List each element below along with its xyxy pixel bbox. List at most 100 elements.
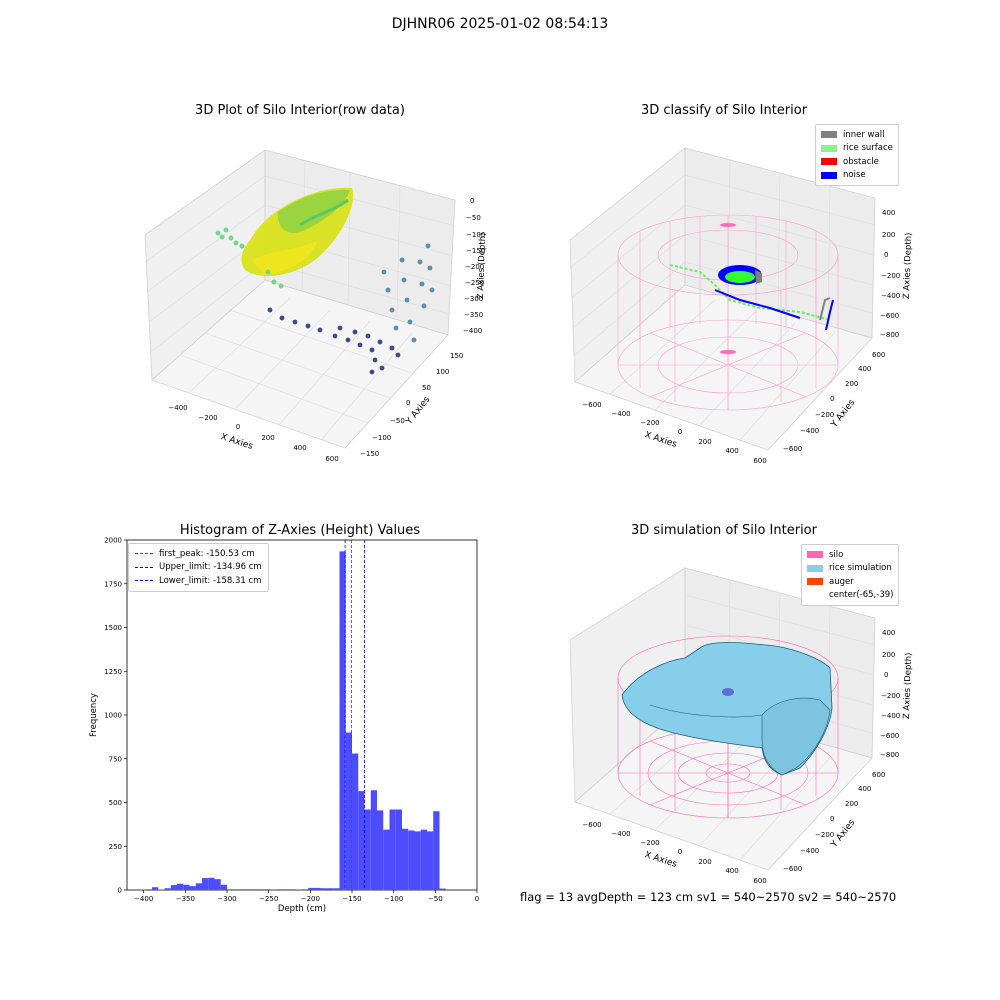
sim-z-axis: 400 200 0 −200 −400 −600 −800 Z Axies (D…	[880, 629, 914, 759]
raw-ztick-4: −150	[466, 247, 485, 255]
histogram-bar	[395, 809, 402, 890]
stats-text: flag = 13 avgDepth = 123 cm sv1 = 540~25…	[520, 890, 897, 904]
histogram-bar	[195, 883, 202, 890]
raw-ytick-2: −100	[372, 434, 391, 442]
x-tick-label: −50	[428, 895, 443, 903]
legend-item-obstacle: obstacle	[821, 155, 893, 169]
histogram-bar	[414, 831, 421, 890]
x-tick-label: −300	[217, 895, 236, 903]
histogram-bar	[327, 888, 334, 890]
y-tick-label: 0	[118, 887, 122, 895]
x-tick-label: −400	[134, 895, 153, 903]
sim-ytick-3: −200	[815, 831, 834, 839]
swatch-center	[807, 592, 823, 599]
sim-ytick-2: −400	[800, 847, 819, 855]
raw-ztick-2: −50	[466, 214, 481, 222]
classify-ytick-6: 400	[858, 365, 871, 373]
x-tick-label: −350	[176, 895, 195, 903]
legend-item-noise: noise	[821, 169, 893, 183]
legend-item-upper-limit: Upper_limit: -134.96 cm	[135, 561, 262, 575]
raw-3d-plot: −400 −200 0 200 400 600 X Axies −150 −10…	[144, 149, 488, 463]
sim-xtick-5: 200	[698, 858, 711, 866]
histogram-bar	[302, 889, 309, 890]
x-tick-label: −100	[384, 895, 403, 903]
raw-xtick-5: 400	[293, 444, 306, 452]
sim-rice-surface	[621, 642, 833, 776]
raw-z-axis: 0 −50 −100 −150 −200 −250 −300 −350 −400…	[463, 197, 488, 335]
legend-item-inner-wall: inner wall	[821, 128, 893, 142]
classify-points	[669, 264, 834, 331]
raw-left-wall-points	[215, 227, 284, 289]
histogram-bar	[308, 887, 315, 890]
y-tick-label: 250	[109, 843, 122, 851]
swatch-rice-simulation	[807, 564, 823, 572]
y-tick-label: 750	[109, 755, 122, 763]
raw-ytick-1: −150	[360, 450, 379, 458]
raw-xtick-6: 600	[325, 455, 338, 463]
raw-ztick-8: −350	[464, 311, 483, 319]
histogram-bar	[345, 732, 352, 890]
classify-z-axis: 400 200 0 −200 −400 −600 −800 Z Axies (D…	[880, 209, 914, 339]
swatch-obstacle	[821, 158, 837, 166]
histogram-bar	[408, 830, 415, 890]
classify-ytick-5: 200	[845, 380, 858, 388]
histogram-bar	[227, 889, 234, 890]
histogram-bar	[439, 888, 446, 890]
classify-ztick-6: −600	[880, 312, 899, 320]
sim-ytick-1: −600	[783, 865, 802, 873]
classify-ztick-5: −400	[881, 292, 900, 300]
histogram-bar	[183, 884, 190, 890]
raw-right-wall-points	[381, 243, 435, 343]
y-tick-label: 1250	[104, 668, 122, 676]
classify-grid	[569, 159, 876, 441]
sim-xtick-7: 600	[753, 877, 766, 885]
sim-xlabel: X Axies	[643, 850, 678, 870]
histogram-bar	[145, 889, 152, 890]
classify-ztick-4: −200	[881, 272, 900, 280]
raw-xlabel: X Axies	[219, 432, 254, 452]
classify-ztick-2: 200	[882, 231, 895, 239]
histogram-bar	[202, 878, 209, 890]
legend-item-first-peak: first_peak: -150.53 cm	[135, 547, 262, 561]
legend-line-upper-limit	[135, 566, 153, 568]
raw-ytick-5: 50	[422, 384, 431, 392]
histogram-bar	[177, 883, 184, 890]
legend-label-center: center(-65,-39)	[829, 590, 894, 601]
x-tick-label: −150	[342, 895, 361, 903]
x-tick-label: −250	[259, 895, 278, 903]
legend-item-rice-surface: rice surface	[821, 142, 893, 156]
sim-ztick-3: 0	[884, 671, 888, 679]
raw-plot-title: 3D Plot of Silo Interior(row data)	[195, 103, 405, 118]
sim-xtick-6: 400	[725, 867, 738, 875]
histogram-bar	[358, 791, 365, 890]
legend-item-silo: silo	[807, 548, 893, 562]
classify-ztick-7: −800	[880, 331, 899, 339]
sim-xtick-4: 0	[678, 848, 682, 856]
swatch-silo	[807, 551, 823, 559]
raw-floor-points	[267, 307, 401, 375]
sim-ytick-6: 400	[858, 785, 871, 793]
histogram-bar	[158, 889, 165, 890]
histogram-bar	[189, 886, 196, 890]
histogram-bar	[433, 811, 440, 890]
raw-zlabel: Z Axies (Depth)	[476, 232, 488, 299]
histogram-legend: first_peak: -150.53 cm Upper_limit: -134…	[128, 543, 269, 592]
histogram-bar	[283, 889, 290, 890]
histogram-x-ticks: −400 −350 −300 −250 −200 −150 −100 −50 0	[134, 890, 479, 903]
histogram-bar	[264, 889, 271, 890]
histogram-bar	[233, 889, 240, 890]
legend-item-center: center(-65,-39)	[807, 589, 893, 603]
classify-3d-plot: −600 −400 −200 0 200 400 600 X Axies −60…	[569, 147, 914, 465]
classify-legend: inner wall rice surface obstacle noise	[815, 124, 899, 186]
raw-ztick-9: −400	[463, 327, 482, 335]
y-tick-label: 1750	[104, 580, 122, 588]
sim-ztick-7: −800	[880, 751, 899, 759]
raw-ytick-4: 0	[406, 399, 410, 407]
sim-ytick-4: 0	[830, 815, 834, 823]
simulation-3d-plot: −600 −400 −200 0 200 400 600 X Axies −60…	[569, 567, 914, 885]
raw-ztick-3: −100	[466, 231, 485, 239]
raw-ytick-7: 150	[450, 352, 463, 360]
histogram-chart: −400 −350 −300 −250 −200 −150 −100 −50 0 0 250 500…	[89, 537, 479, 915]
legend-label-upper-limit: Upper_limit: -134.96 cm	[159, 562, 262, 573]
histogram-bar	[377, 810, 384, 890]
